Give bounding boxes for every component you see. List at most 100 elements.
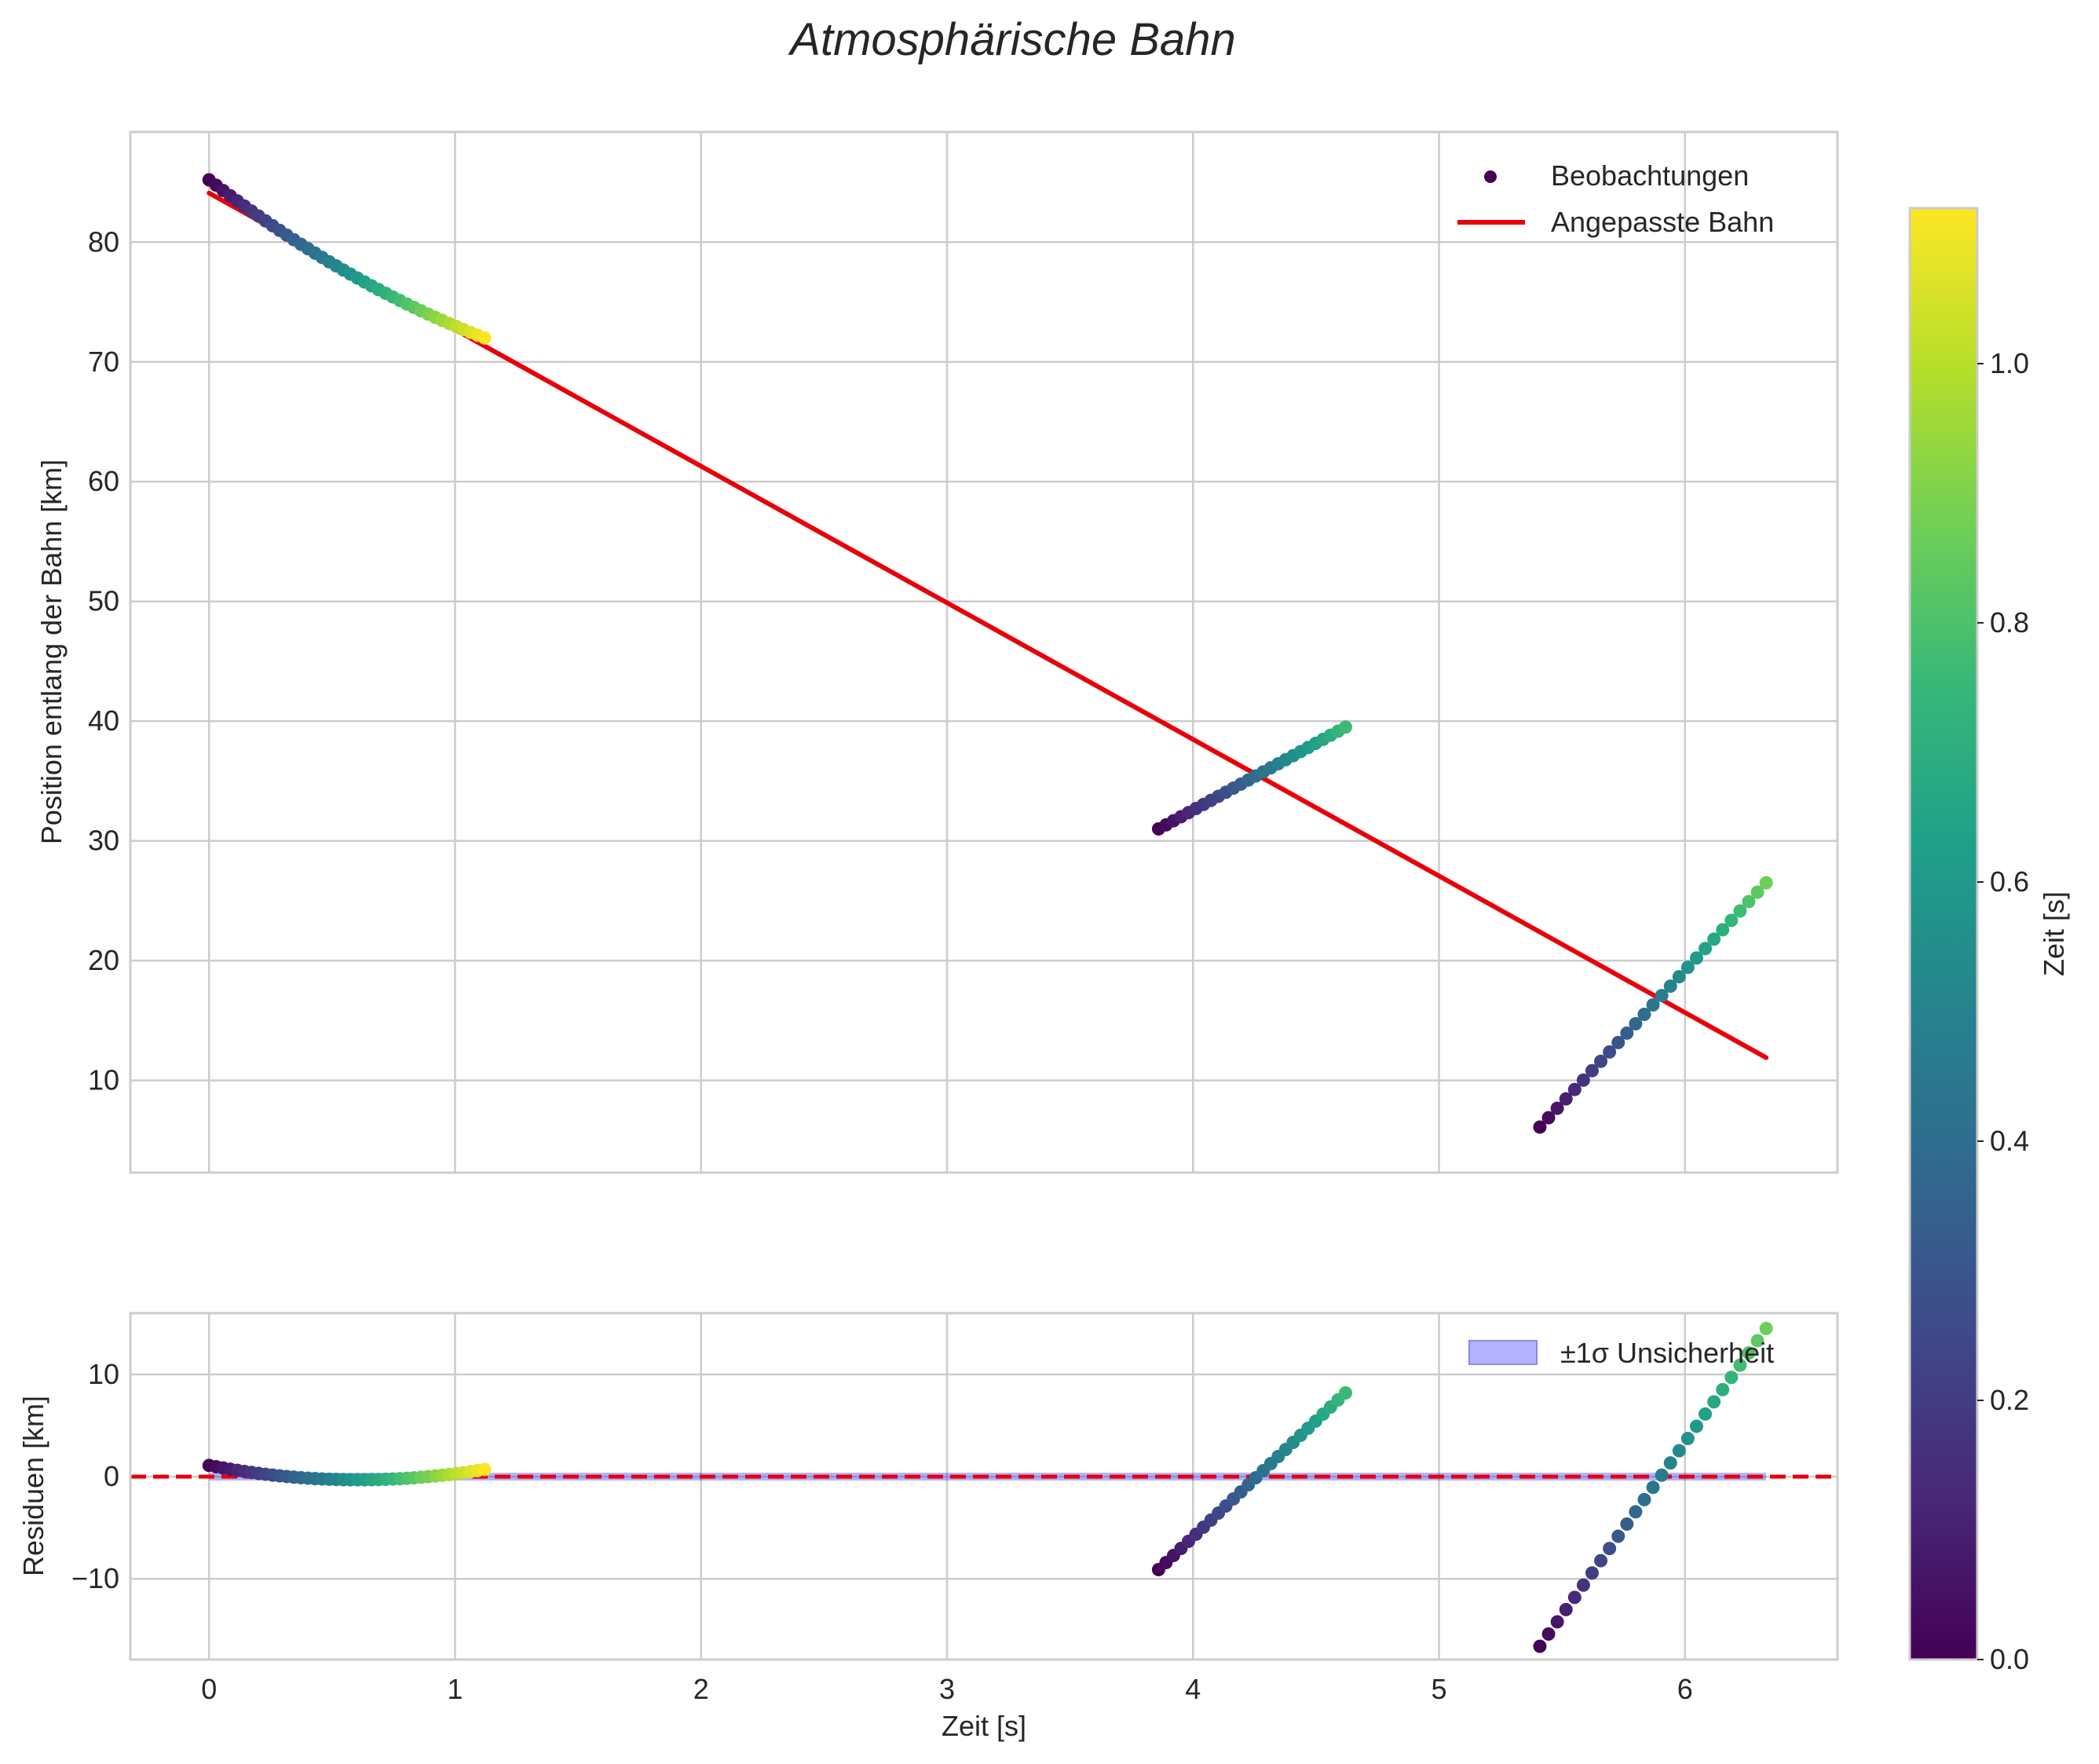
residual-point-s3-16 [1672, 1444, 1686, 1458]
x-tick-6: 6 [1677, 1673, 1693, 1705]
x-tick-3: 3 [939, 1673, 955, 1705]
residual-y-tick-2: 10 [88, 1358, 119, 1390]
main-point-s3-3 [1559, 1092, 1573, 1106]
main-point-s3-15 [1663, 979, 1677, 994]
main-point-s3-22 [1724, 913, 1739, 928]
residual-point-s3-18 [1689, 1419, 1703, 1433]
main-y-tick-labels: 10 20 30 40 50 60 70 80 [88, 225, 119, 1096]
residual-point-s3-25 [1750, 1334, 1764, 1348]
main-legend: Beobachtungen Angepasste Bahn [1457, 159, 1774, 238]
main-y-tick-7: 80 [88, 225, 119, 258]
main-point-s2-25 [1338, 720, 1352, 734]
colorbar-gradient [1910, 208, 1977, 1660]
legend-label-fit: Angepasste Bahn [1551, 206, 1774, 238]
residual-y-axis-label: Residuen [km] [17, 1396, 49, 1576]
residual-point-s3-12 [1637, 1492, 1651, 1506]
residual-plot-area [130, 1313, 1838, 1660]
residual-point-s3-14 [1655, 1468, 1669, 1482]
main-panel: 10 20 30 40 50 60 70 80 Position entlang der Ba… [35, 130, 1839, 1174]
colorbar: 0.0 0.2 0.4 0.6 0.8 1.0 Zeit [s] [1908, 207, 2070, 1675]
x-tick-4: 4 [1185, 1673, 1201, 1705]
main-point-s3-19 [1699, 942, 1713, 956]
residual-point-s3-26 [1759, 1322, 1773, 1336]
main-y-tick-5: 60 [88, 465, 119, 497]
main-point-s3-13 [1646, 998, 1660, 1012]
main-point-s3-14 [1655, 989, 1669, 1003]
x-tick-0: 0 [201, 1673, 217, 1705]
main-y-tick-4: 50 [88, 585, 119, 617]
main-point-s3-2 [1550, 1101, 1564, 1115]
main-y-tick-3: 40 [88, 705, 119, 737]
main-point-s3-25 [1750, 885, 1764, 899]
residual-legend: ±1σ Unsicherheit [1468, 1337, 1774, 1369]
residual-point-s3-10 [1620, 1517, 1634, 1531]
residual-point-s3-5 [1576, 1578, 1590, 1592]
main-point-s3-9 [1611, 1035, 1625, 1049]
residual-point-s3-9 [1611, 1529, 1625, 1543]
main-point-s3-12 [1637, 1007, 1651, 1021]
colorbar-tick-5: 1.0 [1990, 347, 2029, 379]
residual-point-s3-13 [1646, 1480, 1660, 1495]
main-grid [130, 132, 1838, 1173]
residual-plot-frame [129, 1312, 1839, 1661]
residual-y-tick-labels: −10 0 10 [71, 1358, 119, 1594]
main-point-s3-16 [1672, 970, 1686, 984]
main-point-s3-8 [1603, 1045, 1617, 1059]
main-point-s3-18 [1689, 951, 1703, 965]
colorbar-tick-3: 0.6 [1990, 866, 2029, 898]
main-point-s3-26 [1759, 876, 1773, 890]
main-point-s3-5 [1576, 1073, 1590, 1087]
residual-point-s3-21 [1716, 1382, 1730, 1396]
observation-points [202, 173, 1773, 1134]
colorbar-label: Zeit [s] [2038, 891, 2070, 976]
main-point-s3-1 [1541, 1111, 1556, 1125]
residual-point-s3-2 [1550, 1615, 1564, 1629]
x-tick-5: 5 [1432, 1673, 1447, 1705]
x-tick-labels: 0 1 2 3 4 5 6 [201, 1673, 1693, 1705]
residual-point-s3-11 [1629, 1505, 1643, 1519]
residual-point-s3-1 [1541, 1627, 1556, 1641]
residual-point-s3-22 [1724, 1371, 1739, 1385]
residual-point-s3-24 [1742, 1346, 1756, 1360]
residual-points [202, 1322, 1773, 1653]
main-point-s3-0 [1533, 1120, 1547, 1134]
residual-point-s2-25 [1338, 1385, 1352, 1400]
residual-point-s3-20 [1707, 1395, 1721, 1409]
main-plot-frame [129, 130, 1839, 1174]
main-point-s3-17 [1680, 961, 1695, 975]
main-point-s3-21 [1716, 923, 1730, 937]
main-y-tick-6: 70 [88, 346, 119, 378]
residual-point-s3-15 [1663, 1456, 1677, 1470]
residual-point-s3-4 [1567, 1590, 1582, 1605]
legend-label-sigma: ±1σ Unsicherheit [1560, 1337, 1774, 1369]
residual-panel: −10 0 10 0 1 2 3 4 5 6 Residuen [km] Zeit [s] ±1… [17, 1312, 1839, 1742]
residual-y-tick-1: 0 [104, 1460, 119, 1492]
main-point-s1-39 [477, 331, 492, 345]
residual-point-s3-23 [1733, 1358, 1747, 1372]
residual-point-s3-3 [1559, 1602, 1573, 1616]
residual-point-s1-39 [477, 1462, 492, 1477]
main-point-s3-7 [1594, 1054, 1608, 1068]
colorbar-tick-1: 0.2 [1990, 1384, 2029, 1416]
x-tick-2: 2 [693, 1673, 709, 1705]
chart-title: Atmosphärische Bahn [788, 14, 1235, 65]
legend-marker-observations [1484, 170, 1497, 183]
legend-patch-sigma [1468, 1340, 1538, 1365]
main-point-s3-6 [1585, 1063, 1599, 1078]
colorbar-frame [1908, 207, 1979, 1661]
main-y-tick-0: 10 [88, 1064, 119, 1096]
residual-y-tick-0: −10 [71, 1562, 119, 1594]
main-point-s3-24 [1742, 895, 1756, 909]
residual-point-s3-8 [1603, 1542, 1617, 1556]
main-point-s3-4 [1567, 1082, 1582, 1096]
residual-point-s3-19 [1699, 1407, 1713, 1421]
colorbar-tick-4: 0.8 [1990, 606, 2029, 639]
residual-point-s3-7 [1594, 1554, 1608, 1568]
main-y-tick-2: 30 [88, 825, 119, 857]
main-y-tick-1: 20 [88, 944, 119, 976]
residual-point-s3-6 [1585, 1566, 1599, 1580]
residual-point-s3-17 [1680, 1432, 1695, 1446]
colorbar-tick-labels: 0.0 0.2 0.4 0.6 0.8 1.0 [1977, 347, 2029, 1675]
main-y-axis-label: Position entlang der Bahn [km] [35, 459, 68, 844]
